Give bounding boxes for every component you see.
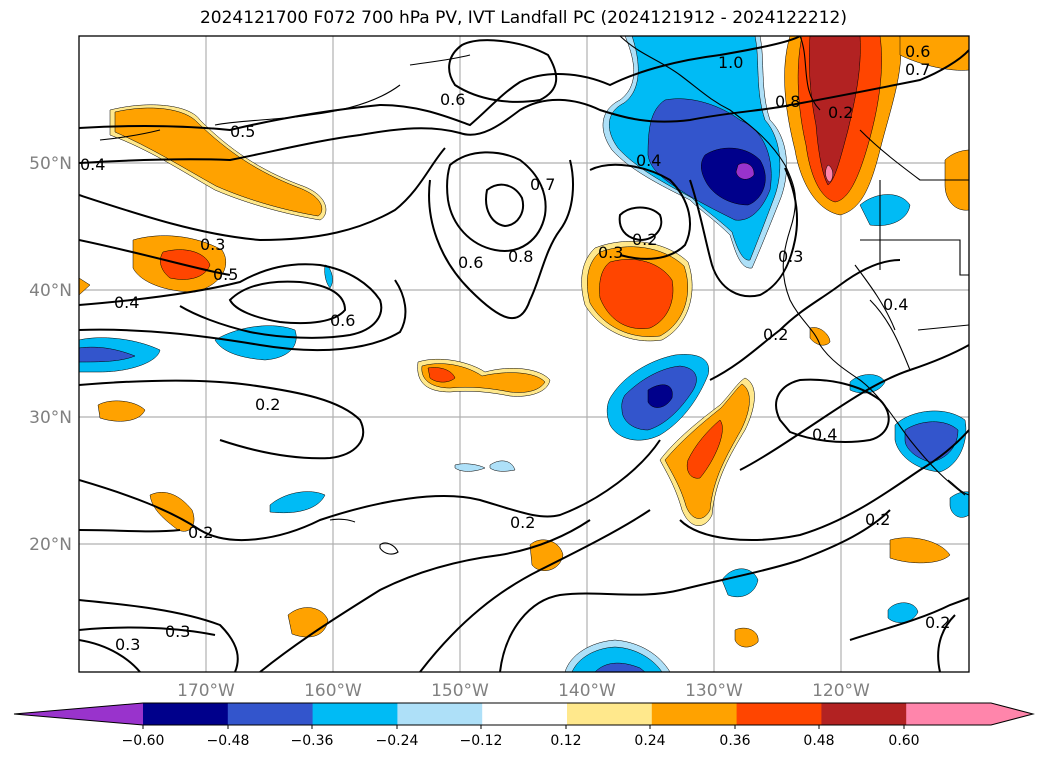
colorbar-segment xyxy=(397,703,483,725)
colorbar-segment xyxy=(567,703,653,725)
lat-label: 30°N xyxy=(29,408,72,428)
lon-label: 160°W xyxy=(304,681,362,701)
colorbar-tick-label: 0.12 xyxy=(550,733,581,749)
contour-label: 0.4 xyxy=(812,425,837,444)
colorbar: −0.60 −0.48 −0.36 −0.24 −0.12 0.12 0.24 0.36 0.4… xyxy=(13,702,1035,749)
contour-label: 0.6 xyxy=(440,90,465,109)
contour-label: 1.0 xyxy=(718,53,743,72)
contour-label: 0.3 xyxy=(598,243,623,262)
colorbar-tick-label: 0.36 xyxy=(719,733,750,749)
contour-label: 0.2 xyxy=(632,230,657,249)
lon-label: 170°W xyxy=(177,681,235,701)
colorbar-segment xyxy=(651,703,738,725)
contour-label: 0.4 xyxy=(114,293,139,312)
colorbar-segment xyxy=(143,703,229,725)
lon-label: 120°W xyxy=(812,681,870,701)
contour-label: 0.3 xyxy=(200,235,225,254)
contour-label: 0.5 xyxy=(230,122,255,141)
contour-label: 0.3 xyxy=(165,622,190,641)
colorbar-tick-label: 0.60 xyxy=(888,733,919,749)
pv-contours xyxy=(79,36,969,672)
latitude-labels: 50°N 40°N 30°N 20°N xyxy=(29,154,72,555)
colorbar-segment xyxy=(906,703,992,725)
colorbar-extend-min xyxy=(14,703,143,725)
contour-label: 0.8 xyxy=(775,92,800,111)
contour-label: 0.7 xyxy=(905,60,930,79)
positive-anomaly-fill xyxy=(79,36,969,648)
lat-label: 40°N xyxy=(29,281,72,301)
colorbar-extend-max xyxy=(991,703,1033,725)
contour-label: 0.4 xyxy=(636,151,661,170)
colorbar-tick-label: −0.36 xyxy=(291,733,334,749)
colorbar-tick-label: −0.12 xyxy=(460,733,503,749)
contour-label: 0.7 xyxy=(530,175,555,194)
contour-label: 0.6 xyxy=(905,42,930,61)
lat-label: 20°N xyxy=(29,535,72,555)
contour-label: 0.2 xyxy=(188,523,213,542)
negative-anomaly-fill xyxy=(79,36,969,672)
contour-label: 0.5 xyxy=(213,265,238,284)
contour-label: 0.4 xyxy=(883,295,908,314)
lon-label: 130°W xyxy=(685,681,743,701)
colorbar-tick-label: 0.48 xyxy=(803,733,834,749)
colorbar-segment xyxy=(227,703,314,725)
colorbar-segment xyxy=(821,703,907,725)
contour-label: 0.2 xyxy=(925,613,950,632)
colorbar-segment xyxy=(482,703,568,725)
contour-label: 0.2 xyxy=(828,103,853,122)
contour-label: 0.2 xyxy=(865,510,890,529)
contour-label: 0.2 xyxy=(510,513,535,532)
coastlines xyxy=(99,36,969,555)
lon-label: 140°W xyxy=(558,681,616,701)
contour-label: 0.6 xyxy=(458,253,483,272)
colorbar-segment xyxy=(312,703,398,725)
contour-label: 0.3 xyxy=(115,635,140,654)
contour-label: 0.4 xyxy=(80,155,105,174)
contour-label: 0.3 xyxy=(778,247,803,266)
colorbar-tick-label: −0.60 xyxy=(122,733,165,749)
colorbar-tick-label: −0.48 xyxy=(207,733,250,749)
lon-label: 150°W xyxy=(431,681,489,701)
colorbar-segment xyxy=(736,703,822,725)
lat-label: 50°N xyxy=(29,154,72,174)
contour-label: 0.6 xyxy=(330,311,355,330)
contour-label: 0.2 xyxy=(255,395,280,414)
map-border xyxy=(78,35,970,673)
contour-label: 0.8 xyxy=(508,247,533,266)
contour-label: 0.2 xyxy=(763,325,788,344)
contour-label-group: 0.6 1.0 0.6 0.7 0.5 0.8 0.4 0.4 0.7 0.8 … xyxy=(80,42,950,654)
figure-title: 2024121700 F072 700 hPa PV, IVT Landfall… xyxy=(199,8,847,28)
longitude-labels: 170°W 160°W 150°W 140°W 130°W 120°W xyxy=(177,681,870,701)
colorbar-tick-label: −0.24 xyxy=(376,733,419,749)
colorbar-tick-label: 0.24 xyxy=(634,733,665,749)
